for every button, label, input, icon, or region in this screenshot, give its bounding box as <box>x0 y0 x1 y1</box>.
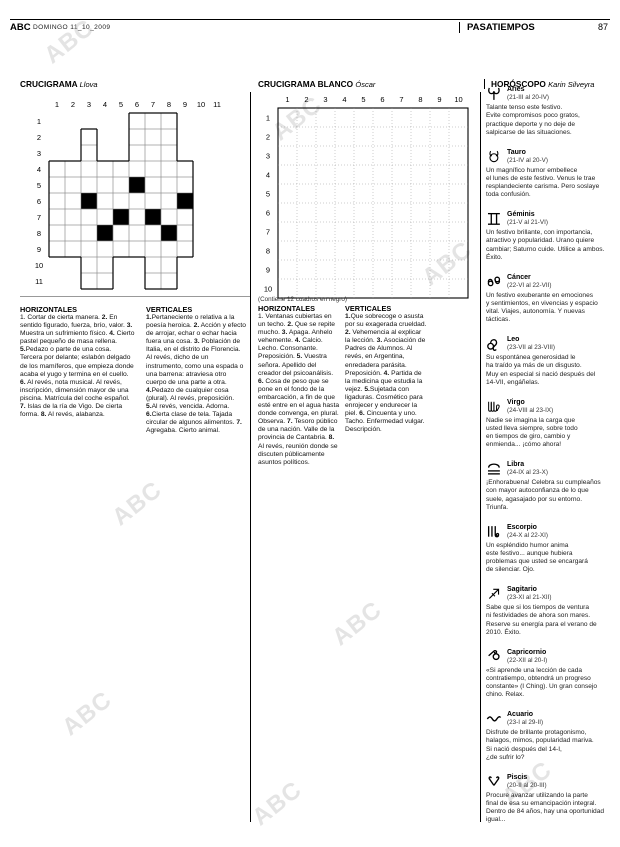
svg-text:11: 11 <box>35 277 43 286</box>
svg-text:4: 4 <box>103 100 107 109</box>
svg-text:8: 8 <box>37 229 41 238</box>
svg-text:3: 3 <box>37 149 41 158</box>
svg-text:7: 7 <box>266 228 270 237</box>
svg-text:6: 6 <box>380 95 384 104</box>
svg-text:2: 2 <box>304 95 308 104</box>
svg-text:4: 4 <box>342 95 346 104</box>
svg-text:9: 9 <box>37 245 41 254</box>
svg-text:8: 8 <box>167 100 171 109</box>
svg-text:2: 2 <box>71 100 75 109</box>
svg-text:5: 5 <box>266 190 270 199</box>
svg-text:3: 3 <box>266 152 270 161</box>
svg-text:7: 7 <box>399 95 403 104</box>
svg-text:1: 1 <box>266 114 270 123</box>
svg-text:5: 5 <box>361 95 365 104</box>
svg-text:3: 3 <box>87 100 91 109</box>
svg-text:6: 6 <box>135 100 139 109</box>
svg-text:10: 10 <box>454 95 462 104</box>
svg-text:1: 1 <box>285 95 289 104</box>
svg-text:11: 11 <box>213 100 221 109</box>
svg-text:1: 1 <box>37 117 41 126</box>
svg-text:9: 9 <box>183 100 187 109</box>
svg-text:3: 3 <box>323 95 327 104</box>
svg-text:6: 6 <box>37 197 41 206</box>
svg-text:10: 10 <box>264 285 272 294</box>
svg-text:7: 7 <box>151 100 155 109</box>
svg-text:5: 5 <box>119 100 123 109</box>
svg-text:10: 10 <box>197 100 205 109</box>
svg-text:8: 8 <box>266 247 270 256</box>
svg-text:2: 2 <box>37 133 41 142</box>
svg-text:2: 2 <box>266 133 270 142</box>
svg-text:1: 1 <box>55 100 59 109</box>
svg-text:9: 9 <box>437 95 441 104</box>
svg-text:7: 7 <box>37 213 41 222</box>
svg-text:8: 8 <box>418 95 422 104</box>
svg-text:6: 6 <box>266 209 270 218</box>
svg-text:9: 9 <box>266 266 270 275</box>
svg-text:5: 5 <box>37 181 41 190</box>
svg-text:4: 4 <box>37 165 41 174</box>
svg-text:10: 10 <box>35 261 43 270</box>
svg-text:4: 4 <box>266 171 270 180</box>
